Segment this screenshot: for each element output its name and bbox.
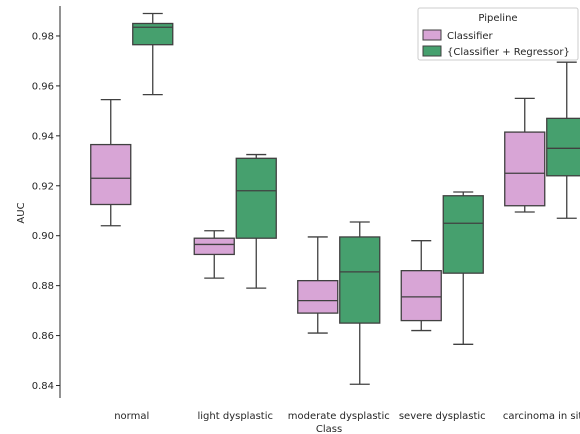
box-group bbox=[193, 230, 235, 279]
box-group bbox=[339, 221, 381, 385]
x-tick-label: severe dysplastic bbox=[399, 411, 486, 422]
legend-swatch bbox=[422, 29, 442, 41]
legend-label: {Classifier + Regressor} bbox=[447, 47, 570, 58]
y-tick-label: 0.86 bbox=[32, 331, 54, 342]
y-tick-label: 0.96 bbox=[32, 81, 54, 92]
box bbox=[132, 22, 174, 46]
box bbox=[546, 117, 580, 177]
box bbox=[339, 236, 381, 324]
legend-label: Classifier bbox=[447, 31, 494, 42]
legend-swatch bbox=[422, 45, 442, 57]
box bbox=[297, 279, 339, 314]
box bbox=[235, 157, 277, 239]
y-tick-label: 0.90 bbox=[32, 231, 54, 242]
box bbox=[193, 237, 235, 256]
axes: 0.84 0.86 0.88 0.90 0.92 0.94 0.96 0.98 normal li… bbox=[32, 6, 580, 422]
box-group bbox=[132, 12, 174, 96]
y-tick-label: 0.84 bbox=[32, 381, 54, 392]
y-tick-label: 0.92 bbox=[32, 181, 54, 192]
x-tick-label: moderate dysplastic bbox=[288, 411, 390, 422]
box-group bbox=[442, 191, 484, 345]
box-group bbox=[297, 236, 339, 334]
boxes bbox=[90, 12, 580, 385]
y-tick-label: 0.98 bbox=[32, 31, 54, 42]
box bbox=[90, 143, 132, 206]
box-group bbox=[90, 98, 132, 227]
x-tick-label: normal bbox=[114, 411, 149, 422]
x-tick-label: carcinoma in situ bbox=[503, 411, 580, 422]
box-group bbox=[546, 61, 580, 219]
x-tick-label: light dysplastic bbox=[198, 411, 273, 422]
legend-frame bbox=[417, 7, 579, 61]
box-group bbox=[400, 240, 442, 332]
box bbox=[442, 195, 484, 274]
x-axis-label: Class bbox=[316, 424, 342, 434]
box-group bbox=[235, 153, 277, 289]
legend: Pipeline Classifier {Classifier + Regresso… bbox=[417, 7, 579, 61]
legend-title: Pipeline bbox=[478, 13, 517, 24]
box bbox=[400, 270, 442, 322]
box bbox=[504, 131, 546, 207]
y-axis-label: AUC bbox=[16, 202, 27, 223]
box-group bbox=[504, 97, 546, 213]
y-tick-label: 0.94 bbox=[32, 131, 54, 142]
y-tick-label: 0.88 bbox=[32, 281, 54, 292]
